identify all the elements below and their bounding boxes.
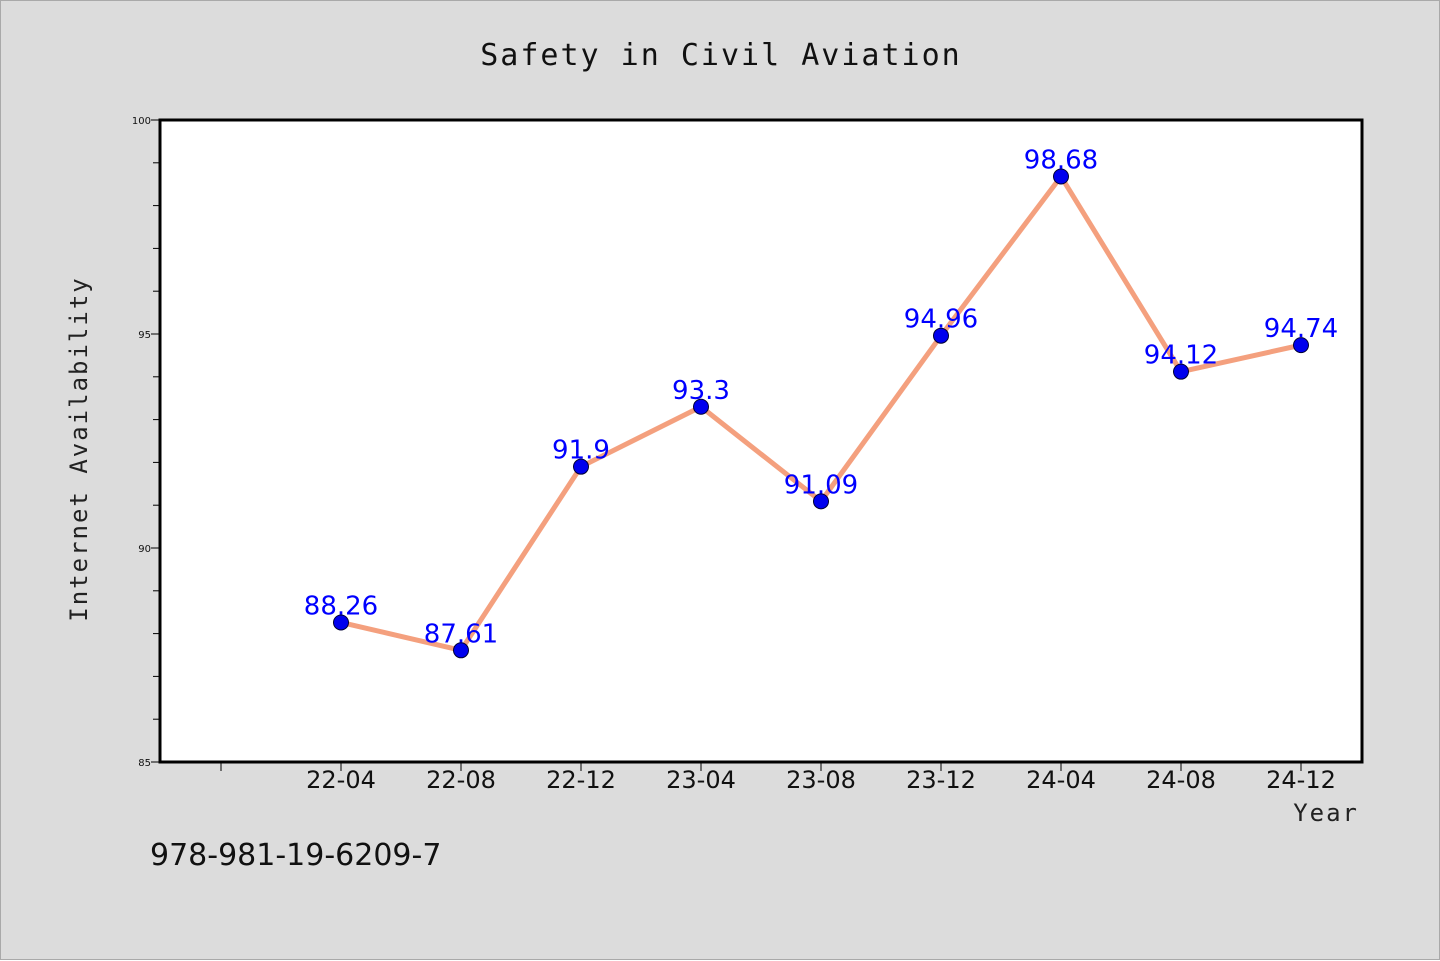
y-axis-label: Internet Availability bbox=[65, 276, 93, 621]
data-point bbox=[453, 642, 469, 659]
data-point bbox=[813, 493, 829, 510]
x-axis-ticks: 22-04 22-08 22-12 23-04 23-08 23-12 24-04 24-08… bbox=[220, 762, 1336, 794]
data-label: 94.96 bbox=[904, 305, 978, 335]
x-tick-label: 22-12 bbox=[546, 766, 616, 794]
data-label: 87.61 bbox=[424, 619, 498, 649]
y-tick-label: 85 bbox=[138, 758, 151, 769]
y-tick-label: 95 bbox=[138, 330, 151, 341]
x-tick-label: 22-04 bbox=[306, 766, 376, 794]
data-point bbox=[933, 327, 949, 344]
data-point bbox=[573, 458, 589, 475]
data-point bbox=[1053, 168, 1069, 185]
data-point bbox=[1293, 337, 1309, 354]
marker-layer bbox=[333, 168, 1309, 659]
chart-title: Safety in Civil Aviation bbox=[480, 38, 961, 73]
x-axis-label: Year bbox=[1293, 799, 1359, 827]
data-label: 98.68 bbox=[1024, 145, 1098, 175]
data-label-layer: 88.26 87.61 91.9 93.3 91.09 94.96 98.68 94.12 94… bbox=[304, 145, 1338, 649]
data-label: 93.3 bbox=[672, 376, 730, 406]
y-tick-label: 90 bbox=[138, 544, 151, 555]
x-tick-label: 24-12 bbox=[1266, 766, 1336, 794]
data-label: 91.09 bbox=[784, 470, 858, 500]
x-tick-label: 23-04 bbox=[666, 766, 736, 794]
data-point bbox=[333, 614, 349, 631]
data-point bbox=[693, 398, 709, 415]
data-point bbox=[1173, 363, 1189, 380]
data-label: 88.26 bbox=[304, 591, 378, 621]
isbn-label: 978-981-19-6209-7 bbox=[150, 838, 441, 873]
y-tick-label: 100 bbox=[132, 116, 151, 127]
x-tick-label: 23-08 bbox=[786, 766, 856, 794]
x-tick-label: 24-08 bbox=[1146, 766, 1216, 794]
x-tick-label: 23-12 bbox=[906, 766, 976, 794]
x-tick-label: 24-04 bbox=[1026, 766, 1096, 794]
data-label: 94.74 bbox=[1264, 314, 1338, 344]
x-tick-label: 22-08 bbox=[426, 766, 496, 794]
y-axis-ticks: 85 90 95 100 bbox=[132, 116, 160, 769]
data-label: 91.9 bbox=[552, 436, 610, 466]
plot-area bbox=[158, 118, 1364, 764]
data-label: 94.12 bbox=[1144, 341, 1218, 371]
